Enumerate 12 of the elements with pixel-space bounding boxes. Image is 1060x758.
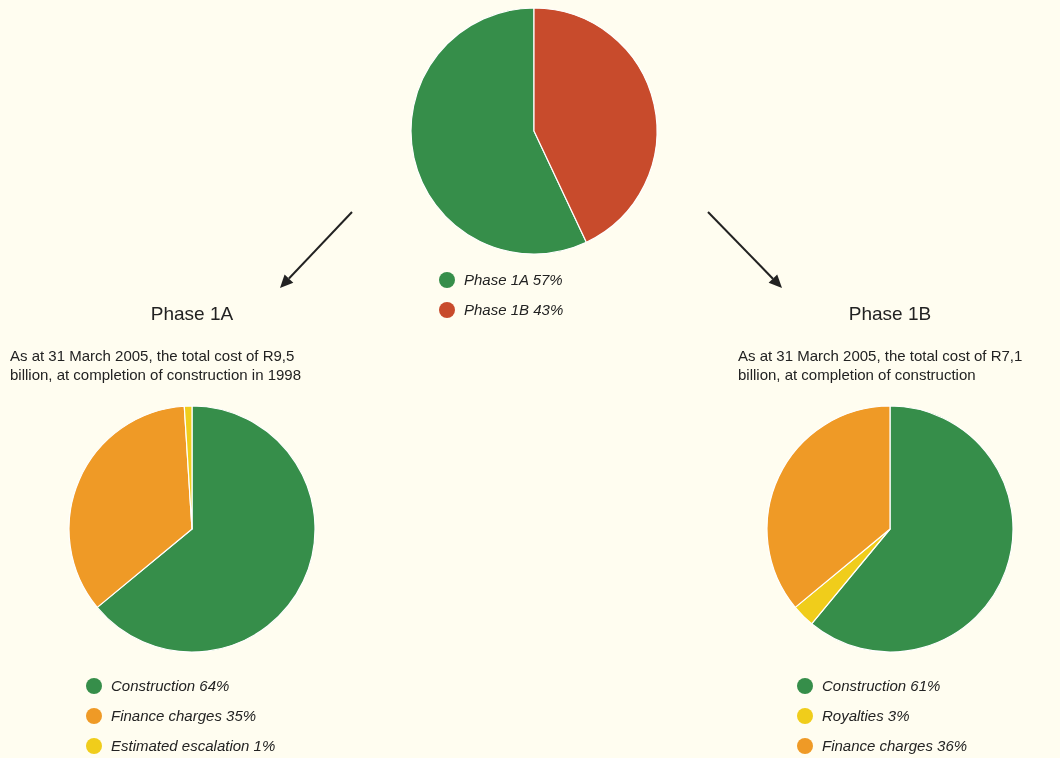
legend-label: Finance charges 35% xyxy=(111,707,257,724)
legend-label: Construction 61% xyxy=(822,677,941,694)
legend-label: Estimated escalation 1% xyxy=(111,737,276,754)
legend-label: Finance charges 36% xyxy=(822,737,968,754)
chart-subtitle: As at 31 March 2005, the total cost of R7,1 billion, at completion of construction xyxy=(738,347,1023,383)
chart-title: Phase 1A xyxy=(150,303,234,324)
chart-title: Phase 1B xyxy=(848,303,932,324)
chart-subtitle: As at 31 March 2005, the total cost of R9,5 billion, at completion of construction in 1998 xyxy=(10,347,302,383)
legend-label: Royalties 3% xyxy=(822,707,910,724)
legend-label: Phase 1A 57% xyxy=(464,271,563,288)
legend-label: Phase 1B 43% xyxy=(464,301,564,318)
legend-label: Construction 64% xyxy=(111,677,230,694)
